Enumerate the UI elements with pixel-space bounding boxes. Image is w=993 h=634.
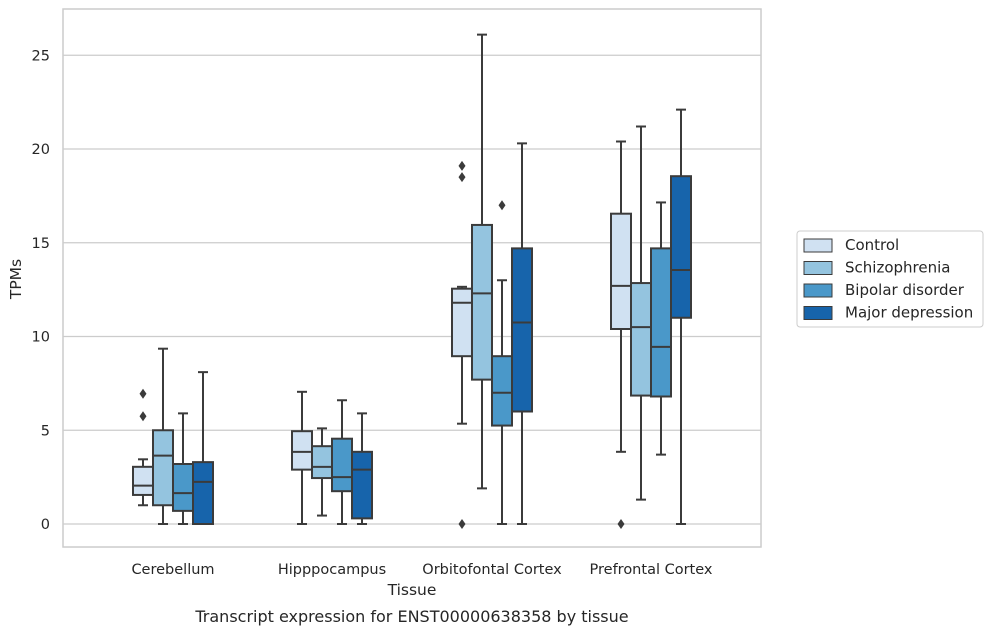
outlier-point-0 (139, 411, 147, 422)
legend-items: Control Schizophrenia Bipolar disorder Majo… (803, 236, 973, 322)
x-axis-label: Tissue (387, 581, 437, 599)
box-layer (132, 33, 692, 529)
box-iqr (291, 430, 313, 471)
box-iqr (511, 247, 533, 413)
legend-label-bipolar-disorder: Bipolar disorder (845, 281, 965, 299)
outlier-point-0 (617, 519, 625, 529)
box-control-3 (610, 140, 632, 529)
y-axis-label: TPMs (7, 259, 25, 300)
box-control-0 (132, 388, 154, 507)
box-iqr (610, 212, 632, 330)
box-iqr (331, 437, 353, 493)
box-iqr (491, 355, 513, 427)
box-control-2 (451, 160, 473, 529)
outlier-point-1 (139, 388, 147, 399)
grid-lines (63, 54, 761, 525)
y-tick-label-20: 20 (32, 142, 50, 158)
box-iqr (152, 429, 174, 507)
legend-label-major-depression: Major depression (845, 304, 973, 322)
box-major-depression-1 (351, 412, 373, 525)
box-major-depression-3 (670, 108, 692, 525)
outlier-point-1 (458, 172, 466, 183)
y-tick-label-0: 0 (41, 517, 50, 533)
outlier-point-0 (498, 200, 506, 211)
box-iqr (172, 463, 194, 512)
chart-caption: Transcript expression for ENST0000063835… (194, 607, 628, 626)
x-tick-label-3: Prefrontal Cortex (590, 562, 713, 578)
box-iqr (311, 445, 333, 480)
box-bipolar-disorder-1 (331, 399, 353, 525)
box-control-1 (291, 390, 313, 525)
legend-swatch-control (803, 238, 833, 253)
y-tick-label-15: 15 (32, 236, 50, 252)
x-tick-label-0: Cerebellum (131, 562, 214, 578)
legend: Control Schizophrenia Bipolar disorder Majo… (796, 230, 984, 328)
box-iqr (192, 461, 214, 525)
box-bipolar-disorder-3 (650, 201, 672, 456)
outlier-point-2 (458, 160, 466, 171)
legend-swatch-bipolar-disorder (803, 283, 833, 298)
legend-swatch-major-depression (803, 306, 833, 320)
box-iqr (670, 175, 692, 319)
y-tick-labels: 0 5 10 15 20 25 (32, 48, 50, 533)
box-iqr (132, 465, 154, 496)
legend-swatch-schizophrenia (803, 261, 833, 275)
box-major-depression-0 (192, 371, 214, 525)
box-iqr (630, 282, 652, 397)
box-schizophrenia-1 (311, 427, 333, 517)
x-tick-label-2: Orbitofontal Cortex (422, 562, 562, 578)
box-schizophrenia-2 (471, 33, 493, 490)
y-tick-label-5: 5 (41, 423, 50, 439)
box-iqr (471, 223, 493, 381)
box-bipolar-disorder-2 (491, 200, 513, 525)
box-major-depression-2 (511, 142, 533, 525)
box-iqr (451, 287, 473, 358)
x-tick-labels: Cerebellum Hipppocampus Orbitofontal Corte… (131, 562, 712, 578)
plot-frame (62, 8, 762, 548)
outlier-point-0 (458, 519, 466, 529)
legend-label-control: Control (845, 236, 899, 254)
box-iqr (650, 247, 672, 398)
y-tick-label-25: 25 (32, 48, 50, 64)
legend-label-schizophrenia: Schizophrenia (845, 259, 950, 277)
legend-frame (796, 230, 984, 328)
box-schizophrenia-0 (152, 347, 174, 525)
x-tick-label-1: Hipppocampus (278, 562, 386, 578)
y-tick-label-10: 10 (32, 330, 50, 346)
box-schizophrenia-3 (630, 125, 652, 501)
box-iqr (351, 450, 373, 520)
